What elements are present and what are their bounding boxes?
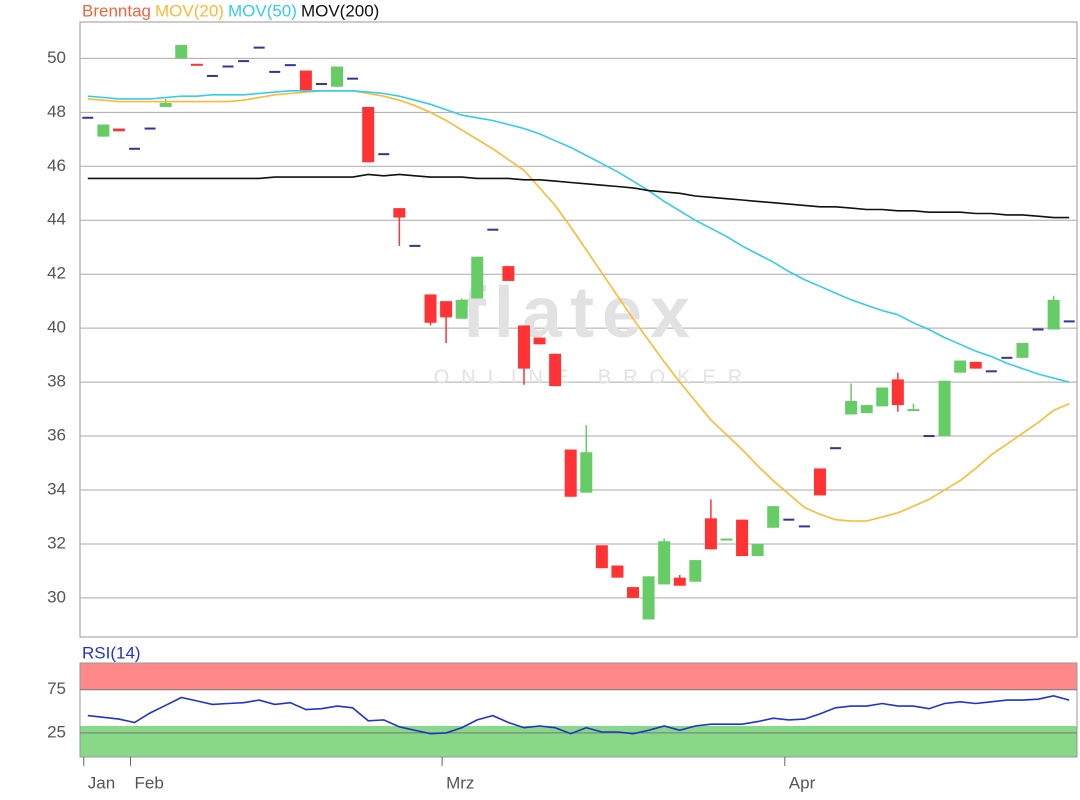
moving-average bbox=[87, 90, 1070, 522]
watermark-sub: ONLINE BROKER bbox=[434, 366, 754, 388]
candle-body bbox=[564, 449, 577, 497]
y-tick-label: 36 bbox=[47, 426, 66, 445]
candle-body bbox=[954, 360, 967, 373]
candle-body bbox=[440, 301, 453, 318]
candle-body bbox=[424, 294, 437, 323]
candle-body bbox=[845, 400, 858, 415]
candle-body bbox=[502, 266, 515, 281]
x-tick-label: Apr bbox=[789, 773, 816, 792]
candle-body bbox=[969, 361, 982, 369]
candle-body bbox=[736, 519, 749, 557]
candle-body bbox=[1047, 299, 1060, 330]
candle-body bbox=[642, 576, 655, 620]
legend-entry: MOV(200) bbox=[301, 1, 379, 20]
candle-body bbox=[720, 538, 733, 541]
y-tick-label: 50 bbox=[47, 48, 66, 67]
y-tick-label: 30 bbox=[47, 587, 66, 606]
candle-body bbox=[97, 124, 110, 137]
y-tick-label: 25 bbox=[47, 722, 66, 741]
y-tick-label: 42 bbox=[47, 264, 66, 283]
candle-body bbox=[471, 256, 484, 299]
candle-body bbox=[751, 543, 764, 557]
candle-body bbox=[860, 405, 873, 414]
candle-body bbox=[673, 577, 686, 586]
candle-body bbox=[517, 325, 530, 369]
y-tick-label: 44 bbox=[47, 210, 66, 229]
candle-body bbox=[549, 353, 562, 387]
candle-body bbox=[580, 452, 593, 493]
candle-body bbox=[627, 587, 640, 598]
candle-body bbox=[595, 545, 608, 569]
y-tick-label: 34 bbox=[47, 479, 66, 498]
y-tick-label: 48 bbox=[47, 102, 66, 121]
candle-body bbox=[704, 518, 717, 550]
candle-body bbox=[393, 208, 406, 218]
legend-entry: MOV(50) bbox=[228, 1, 297, 20]
candle-body bbox=[362, 106, 375, 163]
candle-body bbox=[658, 541, 671, 585]
rsi-line bbox=[87, 694, 1070, 735]
candle-body bbox=[159, 102, 172, 107]
x-tick-label: Jan bbox=[88, 773, 115, 792]
legend-entry: MOV(20) bbox=[155, 1, 224, 20]
x-tick-label: Feb bbox=[135, 773, 164, 792]
candle-body bbox=[299, 70, 312, 91]
candle-body bbox=[938, 380, 951, 437]
candle-body bbox=[767, 506, 780, 528]
candle-body bbox=[455, 299, 468, 319]
panel-label: RSI(14) bbox=[82, 643, 141, 662]
watermark: flatex bbox=[462, 273, 698, 353]
y-tick-label: 38 bbox=[47, 372, 66, 391]
y-tick-label: 32 bbox=[47, 533, 66, 552]
candle-body bbox=[112, 128, 125, 132]
candle-body bbox=[175, 44, 188, 59]
y-tick-label: 46 bbox=[47, 156, 66, 175]
plot-area bbox=[79, 662, 1078, 758]
candle-body bbox=[190, 63, 203, 66]
candle-body bbox=[1016, 342, 1029, 358]
candle-body bbox=[891, 379, 904, 406]
candle-body bbox=[331, 66, 344, 87]
y-tick-label: 75 bbox=[47, 679, 66, 698]
candle-body bbox=[876, 387, 889, 407]
candle-body bbox=[533, 337, 546, 345]
x-tick-label: Mrz bbox=[446, 773, 474, 792]
y-tick-label: 40 bbox=[47, 318, 66, 337]
candle-body bbox=[907, 409, 920, 412]
upper-band bbox=[80, 663, 1077, 690]
candle-body bbox=[611, 565, 624, 578]
candle-body bbox=[813, 468, 826, 496]
moving-average bbox=[87, 173, 1070, 219]
legend-entry: Brenntag bbox=[82, 1, 151, 20]
moving-average bbox=[87, 90, 1070, 383]
candle-body bbox=[689, 560, 702, 582]
plot-area bbox=[79, 21, 1078, 638]
